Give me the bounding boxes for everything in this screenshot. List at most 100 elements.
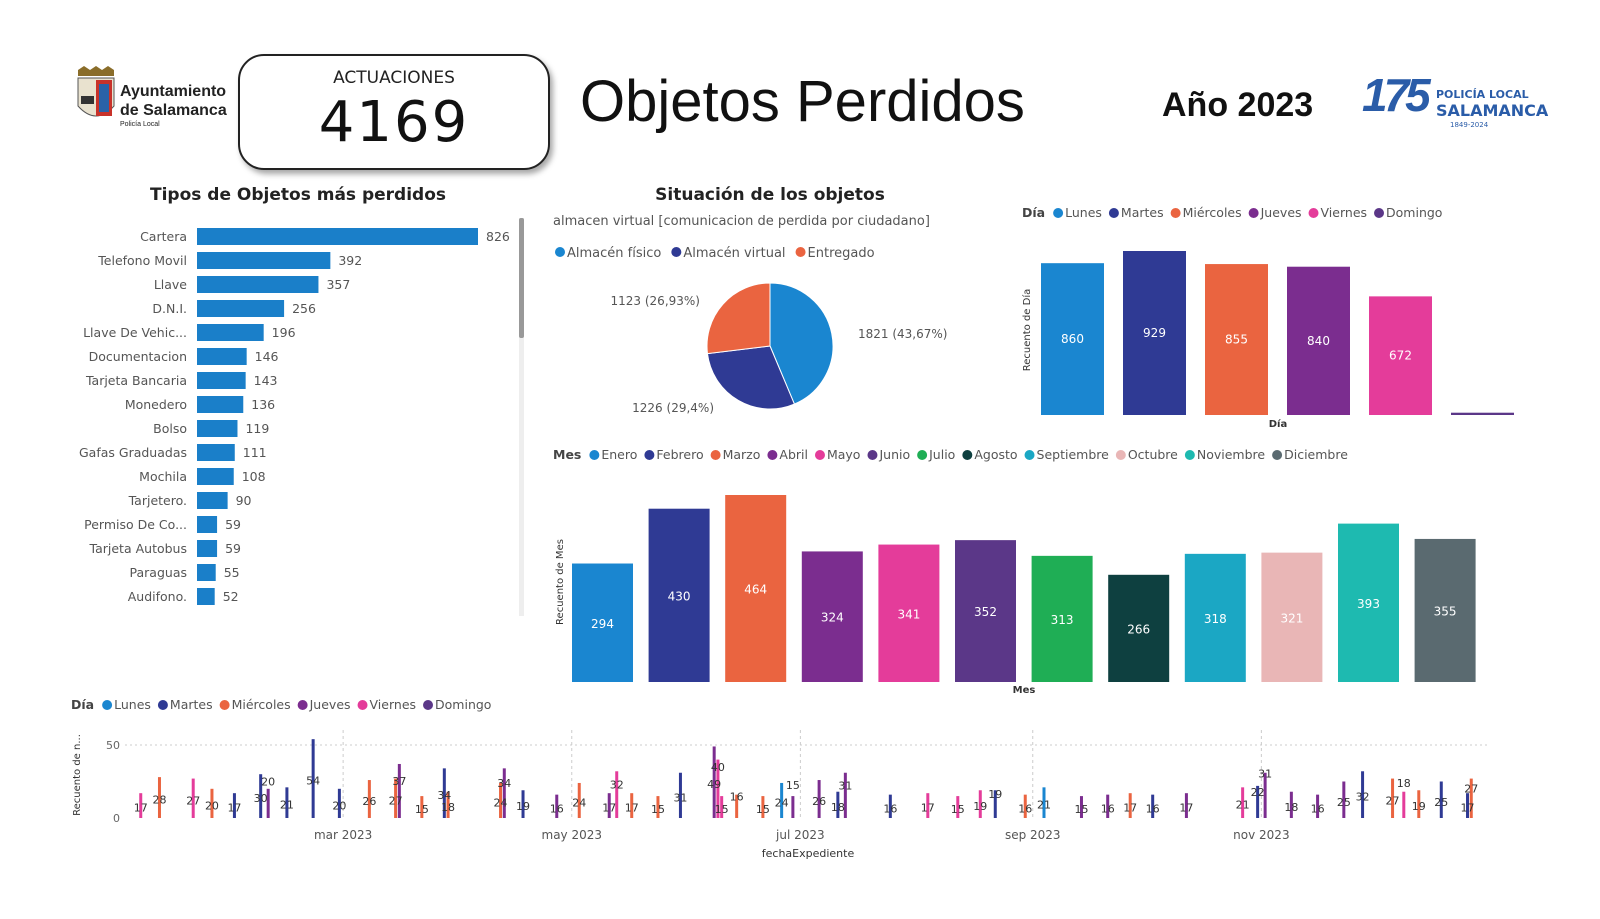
month-data-label: 266 (1127, 622, 1150, 636)
bar-audifono- (197, 588, 215, 605)
timeline-data-label: 17 (1461, 802, 1475, 815)
legend-dot (867, 450, 878, 460)
timeline-data-label: 26 (812, 795, 826, 808)
category-label: Tarjetero. (128, 493, 187, 508)
badge-line2: SALAMANCA (1436, 101, 1549, 120)
badge-years: 1849-2024 (1450, 121, 1489, 129)
timeline-data-label: 16 (1311, 802, 1325, 815)
timeline-data-label: 34 (437, 789, 451, 802)
bar-bolso (197, 420, 238, 437)
timeline-bar (266, 788, 270, 818)
legend-item: Viernes (1321, 205, 1367, 220)
day-bar-domingo (1451, 412, 1514, 415)
legend-dot (219, 700, 230, 710)
day-bar-viernes (1369, 296, 1432, 415)
objects-scrollbar-thumb[interactable] (519, 218, 524, 338)
objects-scrollbar-track[interactable] (519, 218, 524, 616)
category-label: Audifono. (128, 589, 187, 604)
timeline-bar (420, 796, 424, 818)
month-data-label: 313 (1051, 613, 1074, 627)
legend-dot (1115, 450, 1126, 460)
data-label: 392 (338, 253, 362, 268)
timeline-bar (502, 768, 506, 818)
timeline-data-label: 32 (1356, 791, 1370, 804)
pie-legend: Almacén físico Almacén virtual Entregado (555, 246, 875, 261)
timeline-bar (367, 780, 371, 818)
timeline-bar (735, 794, 739, 818)
x-tick-label: mar 2023 (314, 828, 372, 842)
pie-chart: 1821 (43,67%) 1226 (29,4%) 1123 (26,93%) (611, 282, 947, 415)
month-bar-mayo (878, 544, 940, 682)
legend-title: Día (1022, 205, 1045, 220)
y-tick-label: 50 (106, 739, 120, 752)
legend-item: Diciembre (1284, 447, 1348, 462)
legend-label: Entregado (808, 246, 875, 261)
timeline-data-label: 19 (1412, 800, 1426, 813)
timeline-data-label: 24 (494, 796, 508, 809)
legend-item: Noviembre (1197, 447, 1266, 462)
day-data-label: 840 (1307, 334, 1330, 348)
month-data-label: 294 (591, 617, 614, 631)
legend-dot (102, 700, 113, 710)
day-bar-martes (1123, 251, 1186, 415)
timeline-bar (1361, 771, 1365, 818)
timeline-bar (1316, 794, 1320, 818)
timeline-bar (210, 788, 214, 818)
timeline-data-label: 49 (707, 778, 721, 791)
timeline-bar (720, 796, 724, 818)
timeline-data-label: 24 (572, 796, 586, 809)
day-data-label: 860 (1061, 332, 1084, 346)
timeline-bar (1289, 791, 1293, 818)
category-label: Tarjeta Bancaria (85, 373, 187, 388)
data-label: 196 (272, 325, 296, 340)
timeline-bar (678, 772, 682, 818)
month-bar-junio (955, 540, 1016, 682)
timeline-bar (1079, 796, 1083, 818)
timeline-bar (139, 793, 143, 818)
objects-chart-title: Tipos de Objetos más perdidos (150, 185, 446, 205)
pie-data-label: 1123 (26,93%) (611, 294, 700, 308)
timeline-bar (285, 787, 289, 818)
pie-subtitle: almacen virtual [comunicacion de perdida… (553, 214, 930, 229)
timeline-data-label: 15 (651, 803, 665, 816)
x-tick-label: nov 2023 (1233, 828, 1289, 842)
month-data-label: 393 (1357, 597, 1380, 611)
month-bar-marzo (725, 495, 787, 682)
month-bar-chart: 294 430 464 324 341 352 313 266 318 321 393 355 (572, 495, 1476, 682)
month-bar-diciembre (1414, 538, 1476, 682)
legend-dot (962, 450, 973, 460)
legend-dot (671, 247, 682, 257)
data-label: 143 (254, 373, 278, 388)
timeline-bar (1184, 793, 1188, 818)
legend-dot (357, 700, 368, 710)
legend-dot (1024, 450, 1035, 460)
legend-item: Domingo (435, 697, 491, 712)
bar-mochila (197, 468, 234, 485)
timeline-bar (1256, 785, 1260, 818)
timeline-data-label: 21 (1037, 799, 1051, 812)
timeline-bar (1106, 794, 1110, 818)
data-label: 90 (236, 493, 252, 508)
category-label: Documentacion (89, 349, 187, 364)
timeline-data-label: 20 (261, 775, 275, 788)
timeline-bar (1241, 787, 1245, 818)
pie-slice-2 (706, 282, 771, 355)
timeline-data-label: 16 (1101, 802, 1115, 815)
legend-dot (297, 700, 308, 710)
pie-data-label: 1226 (29,4%) (632, 401, 714, 415)
legend-dot (710, 450, 721, 460)
data-label: 59 (225, 541, 241, 556)
page-title: Objetos Perdidos (580, 69, 1025, 134)
timeline-data-label: 15 (951, 803, 965, 816)
bar-tarjetero- (197, 492, 228, 509)
timeline-legend: Día Lunes Martes Miércoles Jueves Viernes Domi… (71, 697, 491, 712)
timeline-data-label: 18 (1397, 777, 1411, 790)
month-bar-octubre (1261, 552, 1323, 682)
month-data-label: 352 (974, 605, 997, 619)
timeline-bar (555, 794, 559, 818)
bar-tarjeta-autobus (197, 540, 218, 557)
data-label: 119 (245, 421, 269, 436)
timeline-bar (1466, 793, 1470, 818)
timeline-data-label: 37 (392, 775, 406, 788)
timeline-data-label: 16 (550, 802, 564, 815)
